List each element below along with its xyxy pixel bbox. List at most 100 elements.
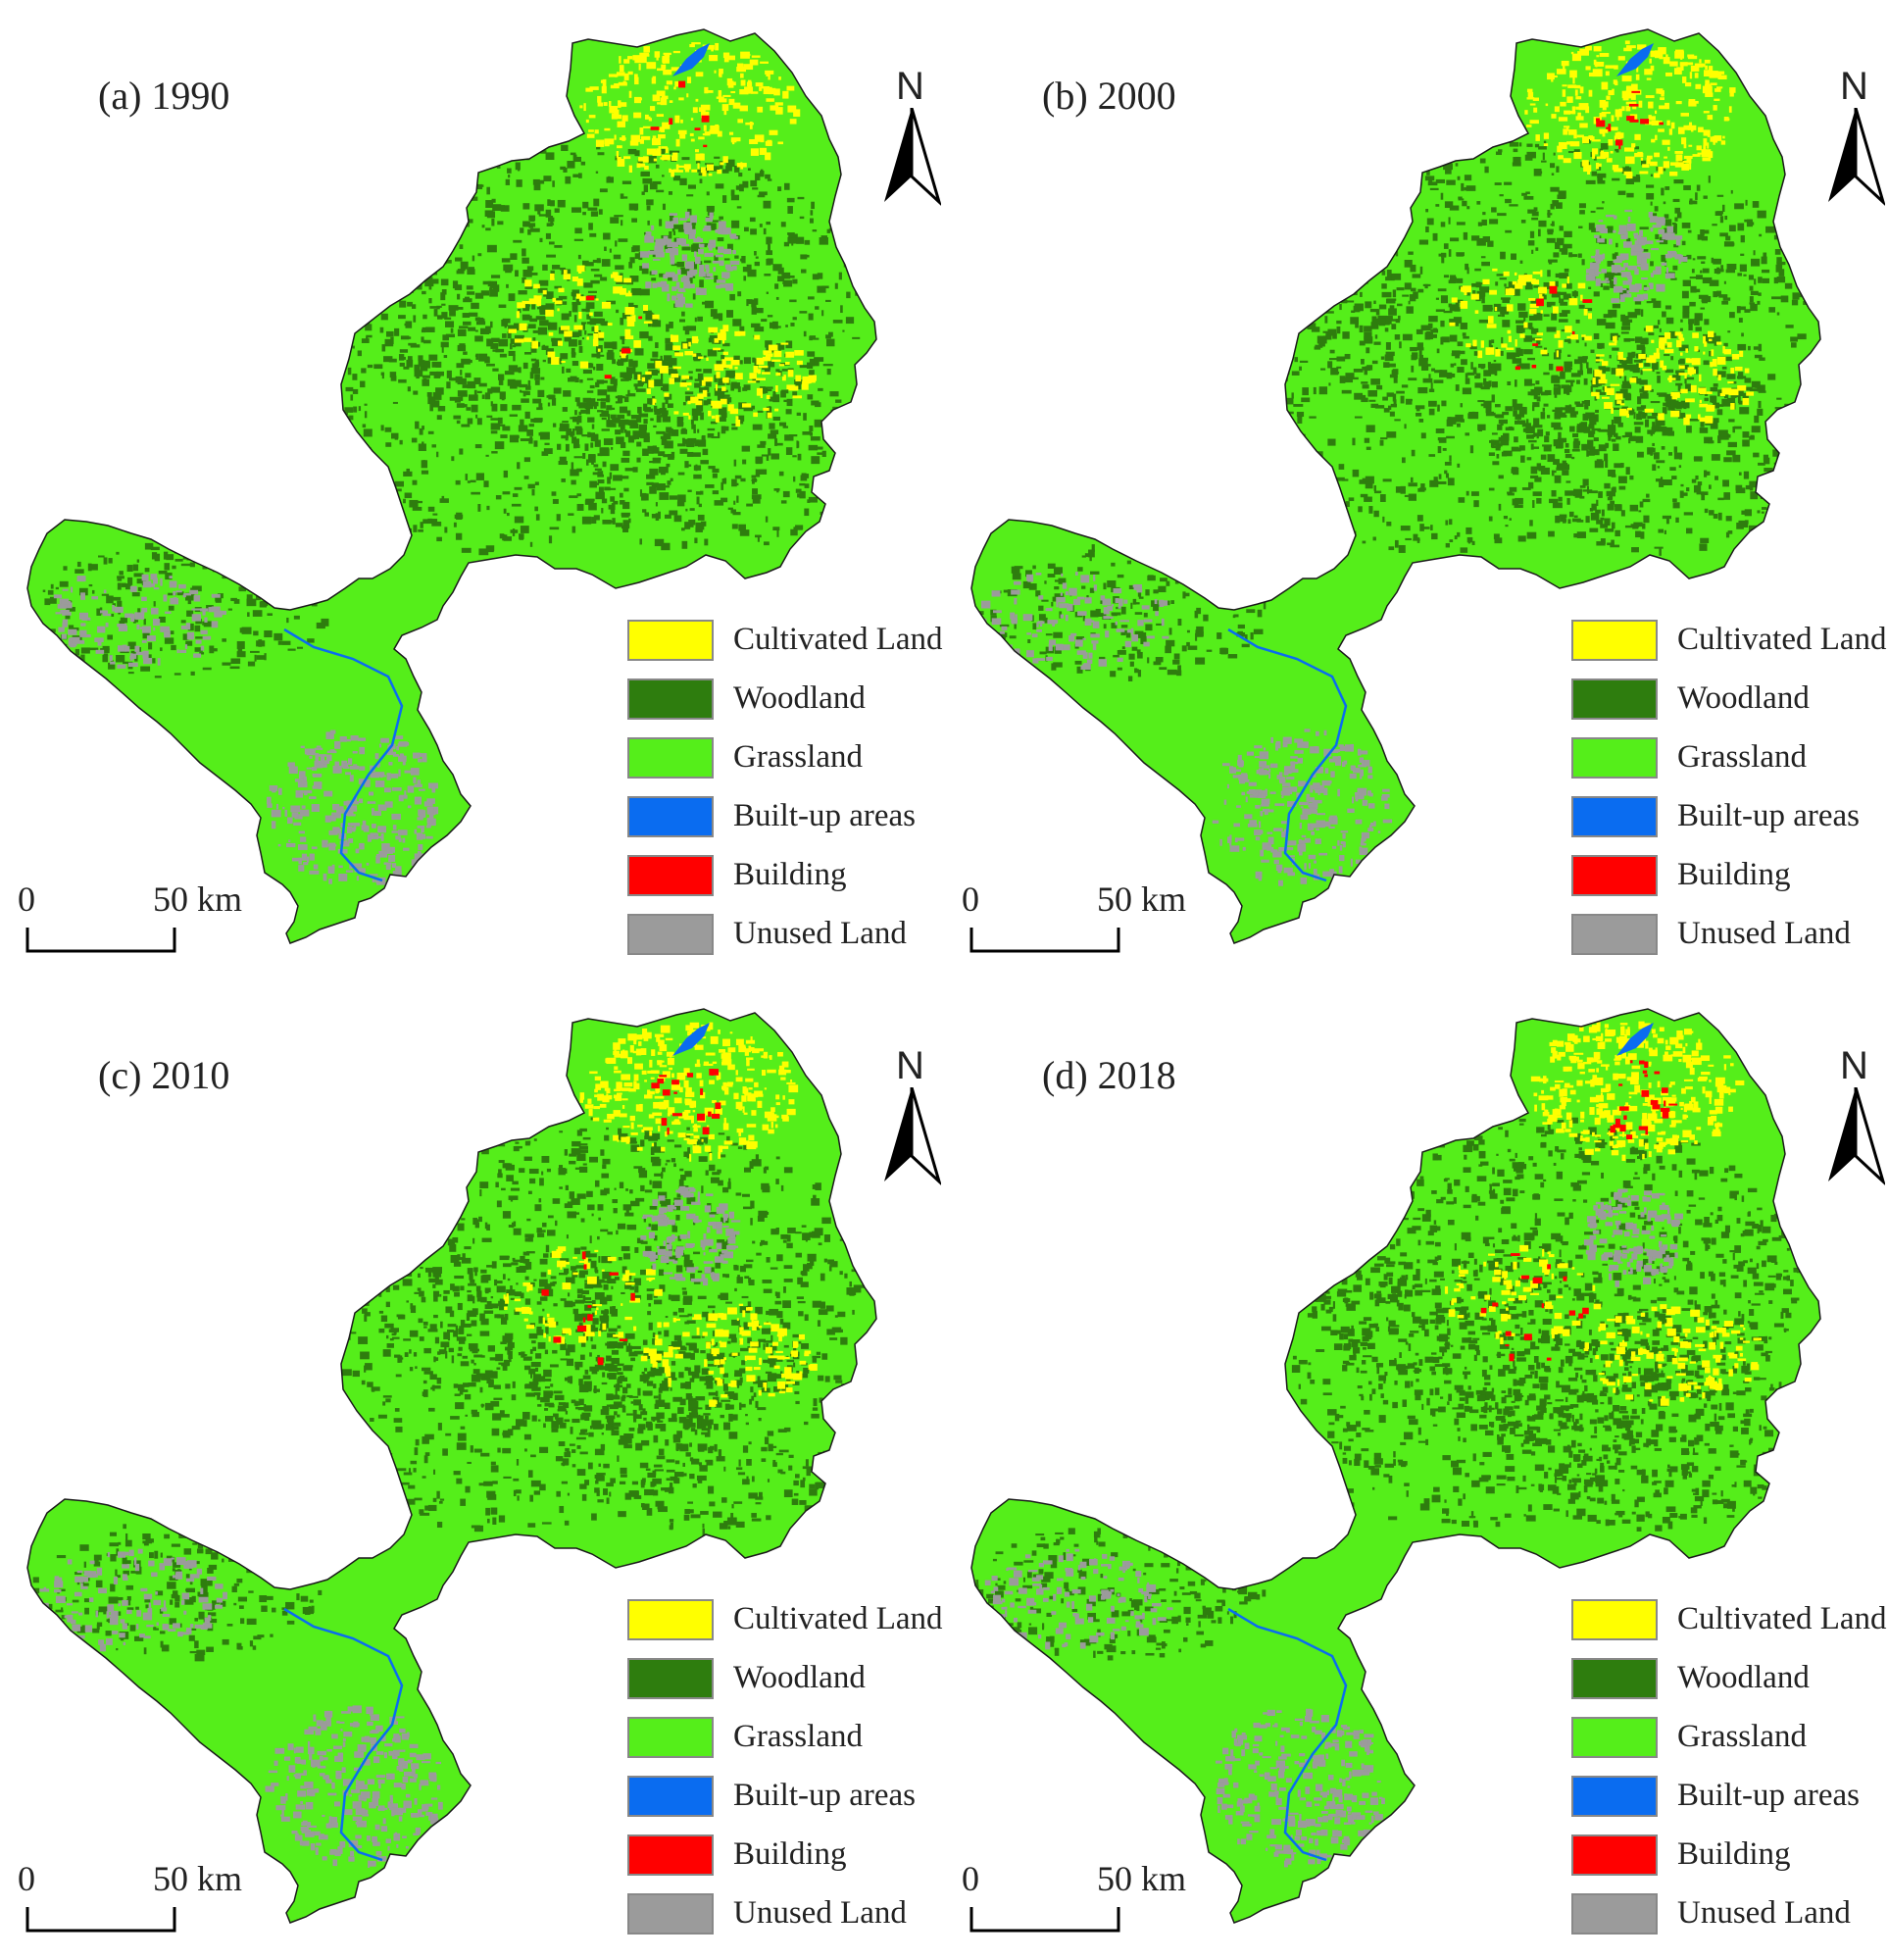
panel-title: (c) 2010	[98, 1053, 230, 1097]
legend-swatch	[627, 914, 714, 955]
legend-label: Building	[1677, 1836, 1791, 1872]
north-arrow-icon	[884, 1087, 941, 1185]
scale-zero-label: 0	[962, 879, 979, 919]
legend-label: Grassland	[733, 739, 863, 775]
legend-item: Building	[1571, 1834, 1888, 1878]
legend-label: Built-up areas	[733, 798, 917, 833]
land-use-map-a	[26, 28, 877, 944]
legend-item: Built-up areas	[1571, 1776, 1888, 1819]
legend-swatch	[627, 620, 714, 661]
legend-item: Cultivated Land	[1571, 1599, 1888, 1642]
legend-swatch	[627, 1717, 714, 1758]
map-panel-d: (d) 2018 N Cultivated Land Woodland Grassl…	[944, 980, 1888, 1960]
north-label: N	[1840, 65, 1868, 108]
legend-item: Woodland	[627, 678, 951, 722]
region-border	[26, 28, 877, 944]
legend-item: Grassland	[627, 737, 951, 780]
legend-swatch	[1571, 678, 1658, 720]
legend-swatch	[1571, 1599, 1658, 1640]
water-body	[1616, 1023, 1654, 1056]
legend-swatch	[1571, 796, 1658, 837]
water-body	[1616, 43, 1654, 76]
legend-item: Grassland	[1571, 737, 1888, 780]
legend-label: Cultivated Land	[733, 622, 943, 657]
legend-label: Woodland	[733, 1660, 866, 1695]
legend-item: Grassland	[627, 1717, 951, 1760]
legend-swatch	[627, 678, 714, 720]
legend-swatch	[627, 1658, 714, 1699]
legend-item: Unused Land	[627, 1893, 951, 1936]
north-label: N	[1840, 1044, 1868, 1087]
water-body	[672, 1023, 710, 1056]
legend-item: Built-up areas	[1571, 796, 1888, 839]
legend-label: Building	[733, 857, 847, 892]
legend-item: Grassland	[1571, 1717, 1888, 1760]
legend-item: Unused Land	[627, 914, 951, 957]
legend-item: Cultivated Land	[627, 620, 951, 663]
land-use-map-d	[970, 1008, 1821, 1924]
legend-item: Building	[627, 855, 951, 898]
map-panel-a: (a) 1990 N Cultivated Land Woodland Grassl…	[0, 0, 944, 980]
scale-zero-label: 0	[18, 879, 35, 919]
scale-bar-line	[969, 1907, 1120, 1933]
north-arrow-icon	[1828, 1087, 1885, 1185]
panel-title: (d) 2018	[1042, 1053, 1176, 1097]
river	[1227, 1607, 1348, 1862]
legend-item: Woodland	[627, 1658, 951, 1701]
scale-zero-label: 0	[962, 1859, 979, 1898]
north-arrow: N	[1822, 65, 1888, 212]
north-arrow: N	[878, 1044, 947, 1191]
legend-item: Building	[1571, 855, 1888, 898]
region-outline	[27, 1009, 876, 1923]
legend-swatch	[1571, 620, 1658, 661]
legend-label: Unused Land	[1677, 916, 1851, 951]
scale-fifty-label: 50 km	[1097, 1859, 1187, 1898]
legend-swatch	[1571, 1834, 1658, 1876]
legend-swatch	[627, 1776, 714, 1817]
land-use-patches	[31, 1022, 869, 1869]
legend-label: Building	[1677, 857, 1791, 892]
north-arrow: N	[878, 65, 947, 212]
legend-swatch	[627, 737, 714, 779]
legend-swatch	[1571, 1658, 1658, 1699]
legend-label: Woodland	[733, 680, 866, 716]
legend-swatch	[627, 796, 714, 837]
legend-label: Unused Land	[733, 916, 907, 951]
north-arrow: N	[1822, 1044, 1888, 1191]
legend-label: Grassland	[1677, 1719, 1807, 1754]
legend-label: Cultivated Land	[733, 1601, 943, 1636]
legend-item: Built-up areas	[627, 796, 951, 839]
river	[283, 628, 404, 882]
legend-item: Cultivated Land	[1571, 620, 1888, 663]
legend-label: Building	[733, 1836, 847, 1872]
land-use-patches	[977, 40, 1812, 886]
scale-fifty-label: 50 km	[153, 879, 243, 919]
river	[1227, 628, 1348, 882]
legend-label: Built-up areas	[1677, 1778, 1861, 1813]
legend-label: Grassland	[1677, 739, 1807, 775]
legend-label: Unused Land	[1677, 1895, 1851, 1931]
region-outline	[971, 1009, 1820, 1923]
legend-swatch	[627, 855, 714, 896]
legend-item: Woodland	[1571, 1658, 1888, 1701]
legend-label: Built-up areas	[733, 1778, 917, 1813]
region-border	[26, 1008, 877, 1924]
legend-swatch	[1571, 737, 1658, 779]
legend-swatch	[1571, 855, 1658, 896]
legend-swatch	[1571, 1776, 1658, 1817]
legend-swatch	[1571, 914, 1658, 955]
north-label: N	[896, 65, 924, 108]
legend-swatch	[627, 1599, 714, 1640]
land-use-map-b	[970, 28, 1821, 944]
scale-bar-line	[25, 928, 176, 953]
water-body	[672, 43, 710, 76]
scale-fifty-label: 50 km	[1097, 879, 1187, 919]
legend-swatch	[627, 1834, 714, 1876]
legend-item: Unused Land	[1571, 914, 1888, 957]
scale-bar: 0 50 km	[962, 1858, 1217, 1936]
legend-label: Built-up areas	[1677, 798, 1861, 833]
map-panel-b: (b) 2000 N Cultivated Land Woodland Grassl…	[944, 0, 1888, 980]
scale-bar-line	[969, 928, 1120, 953]
legend-item: Cultivated Land	[627, 1599, 951, 1642]
region-outline	[27, 29, 876, 943]
